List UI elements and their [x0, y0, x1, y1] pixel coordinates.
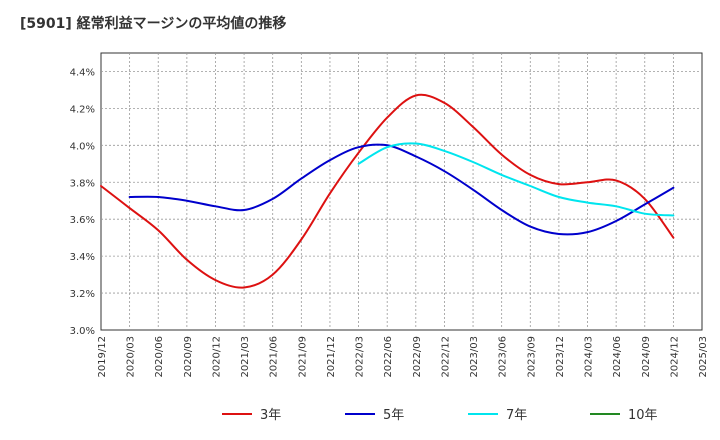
legend: 3年 5年 7年 10年 [222, 408, 658, 423]
y-tick-label: 4.4% [70, 67, 95, 78]
series-line-3年 [100, 93, 675, 289]
x-tick-label: 2020/06 [154, 336, 165, 378]
grid [101, 53, 702, 330]
x-tick-label: 2021/06 [269, 336, 280, 378]
x-tick-label: 2024/06 [612, 336, 623, 378]
x-tick-label: 2022/12 [440, 336, 451, 378]
x-tick-label: 2024/12 [669, 336, 680, 378]
y-tick-label: 3.8% [70, 178, 95, 189]
x-tick-label: 2022/09 [412, 336, 423, 378]
x-tick-label: 2023/12 [555, 336, 566, 378]
x-tick-label: 2022/06 [383, 336, 394, 378]
x-tick-label: 2021/12 [326, 336, 337, 378]
y-tick-label: 3.6% [70, 215, 95, 226]
x-tick-label: 2019/12 [97, 336, 108, 378]
series-line-7年 [357, 142, 675, 217]
y-tick-label: 3.4% [70, 252, 95, 263]
x-tick-label: 2020/12 [211, 336, 222, 378]
x-tick-label: 2020/09 [183, 336, 194, 378]
legend-label-3年: 3年 [260, 408, 281, 423]
x-tick-label: 2023/06 [498, 336, 509, 378]
y-tick-label: 4.0% [70, 141, 95, 152]
series-line-5年 [128, 143, 675, 236]
x-tick-label: 2023/03 [469, 336, 480, 378]
x-tick-label: 2024/03 [584, 336, 595, 378]
x-tick-label: 2025/03 [698, 336, 709, 378]
legend-label-5年: 5年 [383, 408, 404, 423]
x-tick-label: 2023/09 [526, 336, 537, 378]
legend-label-7年: 7年 [506, 408, 527, 423]
series-lines [100, 93, 675, 289]
y-tick-label: 3.2% [70, 289, 95, 300]
chart-title: [5901] 経常利益マージンの平均値の推移 [20, 15, 286, 32]
x-axis: 2019/12 2020/03 2020/06 2020/09 2020/12 2021/… [97, 336, 709, 378]
legend-label-10年: 10年 [628, 408, 658, 423]
x-tick-label: 2022/03 [355, 336, 366, 378]
x-tick-label: 2024/09 [641, 336, 652, 378]
y-tick-label: 4.2% [70, 104, 95, 115]
plot-area [100, 52, 703, 331]
x-tick-label: 2020/03 [126, 336, 137, 378]
y-tick-label: 3.0% [70, 326, 95, 337]
x-tick-label: 2021/09 [297, 336, 308, 378]
x-tick-label: 2021/03 [240, 336, 251, 378]
y-axis: 3.0% 3.2% 3.4% 3.6% 3.8% 4.0% 4.2% 4.4% [70, 67, 95, 337]
